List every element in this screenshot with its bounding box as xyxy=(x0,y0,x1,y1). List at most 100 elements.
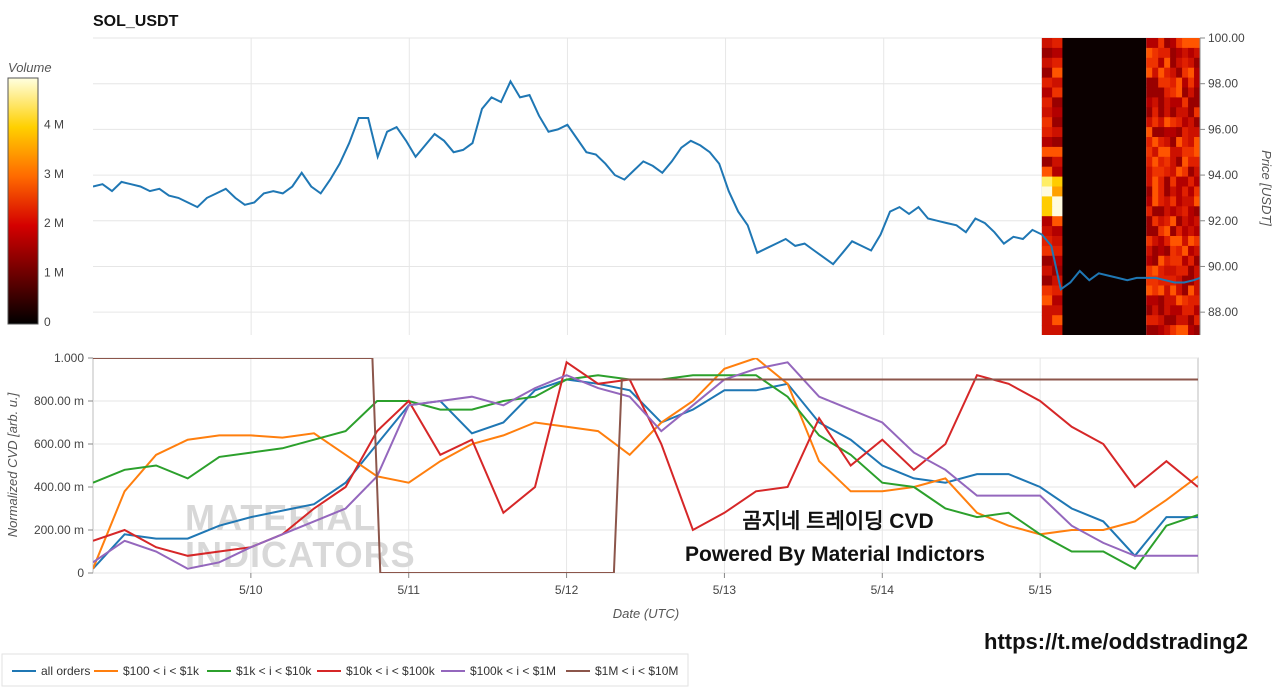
heatmap-cell xyxy=(1182,255,1189,267)
heatmap-cell xyxy=(1170,285,1177,296)
heatmap-cell xyxy=(1170,57,1177,69)
heatmap-cell xyxy=(1158,67,1165,79)
cvd-tick-label: 1.000 xyxy=(54,351,84,365)
heatmap-cell xyxy=(1052,196,1063,207)
heatmap-cell xyxy=(1182,285,1189,296)
heatmap-cell xyxy=(1152,166,1159,178)
heatmap-cell xyxy=(1152,137,1159,148)
legend-label: all orders xyxy=(41,664,90,678)
heatmap-cell xyxy=(1176,236,1183,247)
heatmap-cell xyxy=(1188,87,1195,98)
heatmap-cell xyxy=(1194,226,1200,237)
heatmap-cell xyxy=(1041,47,1053,59)
heatmap-cell xyxy=(1041,77,1053,88)
heatmap-cell xyxy=(1188,206,1195,217)
heatmap-cell xyxy=(1188,57,1195,69)
heatmap-cell xyxy=(1164,236,1171,247)
heatmap-cell xyxy=(1158,305,1165,316)
price-tick-label: 94.00 xyxy=(1208,168,1238,182)
heatmap-cell xyxy=(1041,156,1053,168)
heatmap-cell xyxy=(1152,38,1159,49)
heatmap-cell xyxy=(1041,127,1053,138)
legend-item[interactable]: $100k < i < $1M xyxy=(441,664,556,678)
colorbar-tick-label: 0 xyxy=(44,315,51,329)
heatmap-cell xyxy=(1188,245,1195,257)
heatmap-cell xyxy=(1146,137,1153,148)
heatmap-cell xyxy=(1041,285,1053,296)
heatmap-cell xyxy=(1182,196,1189,207)
heatmap-cell xyxy=(1182,265,1189,277)
heatmap-cell xyxy=(1170,156,1177,168)
heatmap-cell xyxy=(1170,38,1177,49)
x-tick-label: 5/15 xyxy=(1028,583,1052,597)
heatmap-cell xyxy=(1146,236,1153,247)
heatmap-cell xyxy=(1146,226,1153,237)
legend-item[interactable]: $100 < i < $1k xyxy=(94,664,200,678)
colorbar-label: Volume xyxy=(8,60,52,75)
heatmap-cell xyxy=(1041,265,1053,277)
heatmap-cell xyxy=(1152,295,1159,306)
heatmap-cell xyxy=(1188,255,1195,267)
legend-item[interactable]: all orders xyxy=(12,664,90,678)
heatmap-cell xyxy=(1146,265,1153,277)
legend-item[interactable]: $10k < i < $100k xyxy=(317,664,436,678)
heatmap-cell xyxy=(1052,275,1063,286)
heatmap-cell xyxy=(1188,156,1195,168)
heatmap-cell xyxy=(1182,156,1189,168)
heatmap-cell xyxy=(1182,107,1189,118)
heatmap-cell xyxy=(1182,216,1189,227)
cvd-axis-label: Normalized CVD [arb. u.] xyxy=(5,392,20,537)
heatmap-cell xyxy=(1164,265,1171,277)
heatmap-cell xyxy=(1170,176,1177,187)
heatmap-cell xyxy=(1052,305,1063,316)
heatmap-cell xyxy=(1158,236,1165,247)
heatmap-cell xyxy=(1188,77,1195,88)
telegram-link[interactable]: https://t.me/oddstrading2 xyxy=(984,629,1248,654)
heatmap-cell xyxy=(1182,206,1189,217)
heatmap-cell xyxy=(1194,206,1200,217)
heatmap-cell xyxy=(1194,146,1200,158)
heatmap-cell xyxy=(1152,236,1159,247)
heatmap-cell xyxy=(1158,216,1165,227)
legend: all orders $100 < i < $1k $1k < i < $10k $1… xyxy=(1,653,689,687)
heatmap-cell xyxy=(1158,137,1165,148)
heatmap-cell xyxy=(1146,67,1153,79)
x-tick-label: 5/14 xyxy=(871,583,895,597)
legend-item[interactable]: $1k < i < $10k xyxy=(207,664,312,678)
heatmap-cell xyxy=(1176,226,1183,237)
heatmap-cell xyxy=(1164,305,1171,316)
heatmap-cell xyxy=(1164,67,1171,79)
heatmap-cell xyxy=(1176,146,1183,158)
heatmap-cell xyxy=(1182,176,1189,187)
heatmap-cell xyxy=(1158,97,1165,108)
heatmap-cell xyxy=(1152,127,1159,138)
heatmap-cell xyxy=(1146,206,1153,217)
heatmap-cell xyxy=(1182,226,1189,237)
heatmap-cell xyxy=(1176,265,1183,277)
heatmap-cell xyxy=(1194,107,1200,118)
legend-label: $1M < i < $10M xyxy=(595,664,678,678)
heatmap-cell xyxy=(1041,216,1053,227)
heatmap-cell xyxy=(1188,97,1195,108)
heatmap-cell xyxy=(1194,265,1200,277)
heatmap-cell xyxy=(1152,226,1159,237)
heatmap-cell xyxy=(1170,47,1177,59)
legend-item[interactable]: $1M < i < $10M xyxy=(566,664,678,678)
heatmap-cell xyxy=(1052,38,1063,49)
heatmap-cell xyxy=(1041,226,1053,237)
heatmap-cell xyxy=(1052,236,1063,247)
heatmap-cell xyxy=(1152,47,1159,59)
heatmap-cell xyxy=(1146,186,1153,197)
heatmap-cell xyxy=(1170,67,1177,79)
x-tick-label: 5/12 xyxy=(555,583,579,597)
heatmap-cell xyxy=(1194,236,1200,247)
heatmap-cell xyxy=(1164,166,1171,178)
heatmap-cell xyxy=(1188,315,1195,326)
price-tick-label: 90.00 xyxy=(1208,259,1238,273)
overlay-subtitle: Powered By Material Indictors xyxy=(685,543,985,566)
heatmap-cell xyxy=(1170,305,1177,316)
heatmap-cell xyxy=(1170,206,1177,217)
cvd-tick-label: 600.00 m xyxy=(34,437,84,451)
x-tick-label: 5/13 xyxy=(713,583,737,597)
heatmap-cell xyxy=(1176,67,1183,79)
